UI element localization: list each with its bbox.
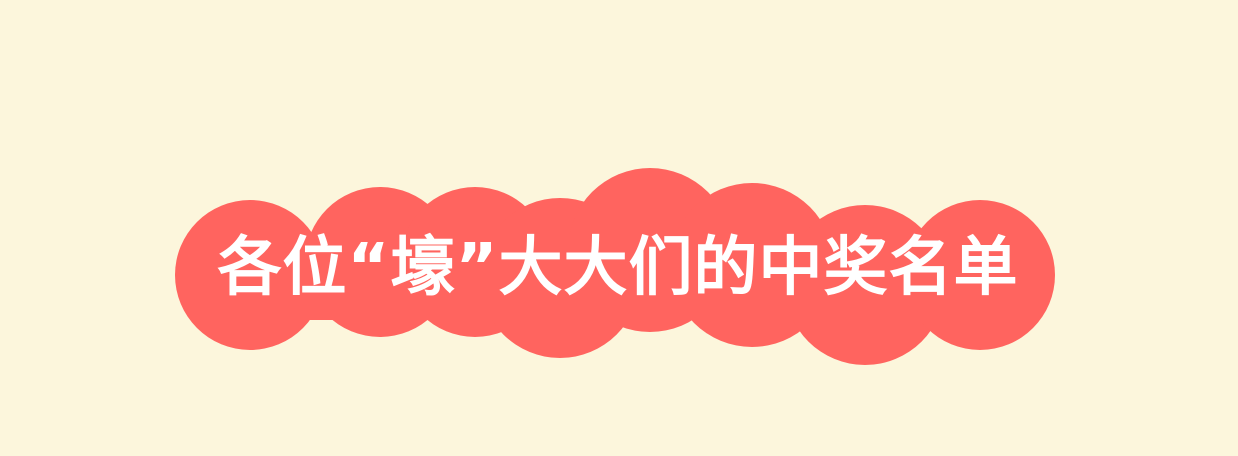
cloud-shape: [175, 168, 1055, 365]
banner-title: 各位“壕”大大们的中奖名单: [217, 231, 1019, 305]
